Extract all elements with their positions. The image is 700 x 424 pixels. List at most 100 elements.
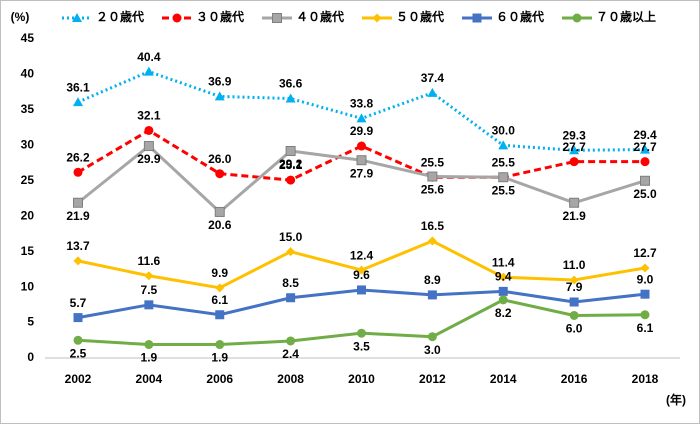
data-label: 8.5 [282, 276, 299, 290]
line [77, 128, 645, 182]
marker [569, 310, 579, 320]
y-tick-label: 40 [21, 67, 35, 81]
x-unit: (年) [666, 392, 686, 407]
data-label: 27.7 [562, 140, 586, 154]
marker [172, 13, 182, 23]
legend-label: ３０歳代 [196, 9, 244, 24]
x-tick-label: 2004 [136, 372, 163, 386]
data-label: 26.2 [66, 150, 90, 164]
y-unit: (%) [11, 10, 30, 24]
data-label: 8.9 [424, 273, 441, 287]
x-tick-label: 2018 [632, 372, 659, 386]
marker [73, 97, 83, 107]
data-label: 1.9 [141, 351, 158, 365]
data-label: 29.2 [279, 157, 303, 171]
x-tick-label: 2002 [65, 372, 92, 386]
marker [640, 157, 650, 167]
y-tick-label: 25 [21, 173, 35, 187]
marker [144, 300, 154, 310]
marker [143, 141, 154, 152]
series: 36.1 40.4 36.9 36.6 33.8 37.4 30.0 29.3 29.4 [66, 50, 657, 155]
data-label: 21.9 [562, 209, 586, 223]
marker [357, 328, 366, 338]
marker [143, 66, 154, 76]
data-label: 29.3 [562, 128, 586, 142]
marker [427, 236, 437, 246]
marker [569, 275, 579, 285]
data-label: 5.7 [70, 296, 87, 310]
data-label: 37.4 [421, 71, 445, 85]
data-label: 9.9 [211, 266, 228, 280]
data-label: 20.6 [208, 218, 232, 232]
data-label: 36.1 [66, 80, 90, 94]
marker [357, 265, 366, 275]
data-label: 15.0 [279, 230, 303, 244]
series: 2.5 1.9 1.9 2.4 3.5 3.0 8.2 6.0 6.1 [70, 295, 654, 365]
series: 5.7 7.5 6.1 8.5 9.6 8.9 9.4 7.9 9.0 [70, 268, 654, 323]
data-label: 2.4 [282, 347, 299, 361]
y-tick-label: 30 [21, 138, 35, 152]
data-label: 36.6 [279, 77, 303, 91]
marker [640, 310, 650, 320]
data-label: 8.2 [495, 306, 512, 320]
marker [498, 295, 508, 305]
data-label: 13.7 [66, 239, 90, 253]
marker [357, 285, 366, 295]
marker [427, 332, 437, 342]
data-label: 25.6 [421, 183, 445, 197]
marker [73, 313, 83, 323]
marker [357, 141, 366, 151]
data-label: 36.9 [208, 75, 232, 89]
marker [286, 336, 296, 346]
data-label: 6.1 [637, 321, 654, 335]
marker [498, 140, 509, 150]
x-tick-label: 2010 [348, 372, 375, 386]
marker [427, 171, 438, 182]
legend-label: ５０歳代 [396, 9, 444, 24]
data-label: 9.6 [353, 268, 370, 282]
data-label: 11.0 [563, 258, 586, 272]
marker [498, 272, 508, 282]
y-tick-label: 0 [27, 350, 34, 364]
data-label: 25.5 [492, 183, 516, 197]
marker [640, 289, 650, 299]
data-label: 25.0 [633, 187, 657, 201]
legend-label: ７０歳以上 [596, 9, 656, 24]
series: 13.7 11.6 9.9 15.0 12.4 16.5 11.4 11.0 12.7 [66, 219, 657, 293]
data-label: 11.6 [138, 254, 161, 268]
data-label: 25.5 [492, 155, 516, 169]
data-label: 40.4 [137, 50, 161, 64]
data-label: 3.5 [353, 339, 370, 353]
data-label: 16.5 [421, 219, 445, 233]
data-label: 6.0 [566, 322, 583, 336]
marker [285, 93, 296, 103]
marker [427, 87, 438, 97]
marker [498, 172, 509, 183]
marker [569, 297, 579, 307]
marker [144, 271, 154, 281]
marker [73, 335, 83, 345]
series: 21.9 29.9 20.6 29.2 27.9 25.6 25.5 21.9 25.0 [66, 141, 657, 232]
data-label: 29.9 [350, 124, 374, 138]
data-label: 27.9 [350, 166, 374, 180]
data-label: 3.0 [424, 343, 441, 357]
legend-label: ６０歳代 [496, 9, 544, 24]
data-label: 33.8 [350, 97, 374, 111]
data-label: 30.0 [492, 124, 516, 138]
marker [427, 290, 437, 300]
y-tick-label: 45 [21, 31, 35, 45]
marker [272, 13, 282, 23]
data-label: 27.7 [633, 140, 657, 154]
data-label: 12.4 [350, 248, 374, 262]
x-tick-label: 2012 [419, 372, 446, 386]
data-label: 29.4 [633, 128, 657, 142]
marker [640, 144, 650, 154]
y-tick-label: 10 [21, 279, 35, 293]
legend-label: ２０歳代 [96, 9, 144, 24]
y-tick-label: 15 [21, 244, 35, 258]
marker [215, 283, 225, 293]
y-tick-label: 20 [21, 208, 35, 222]
marker [572, 13, 582, 23]
